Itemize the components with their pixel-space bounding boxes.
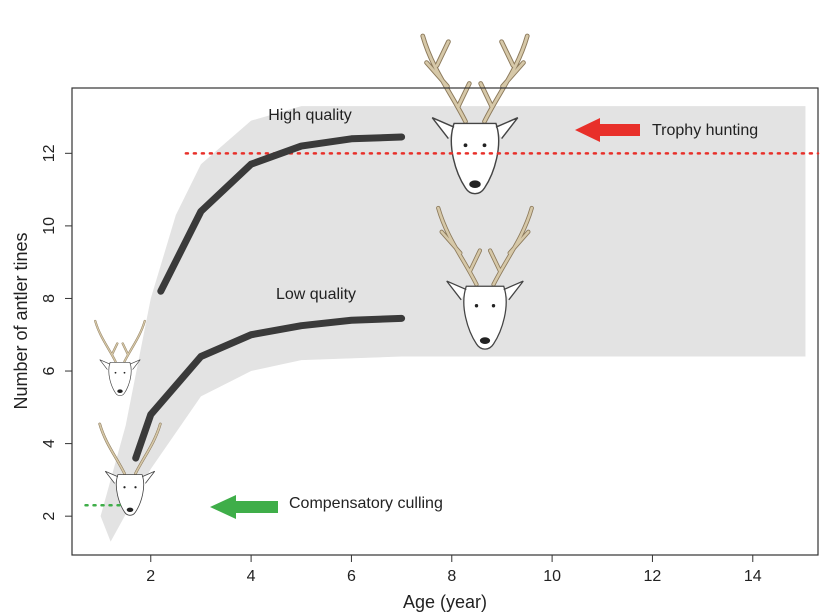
culling-arrow <box>210 495 278 519</box>
eye <box>483 143 487 147</box>
eye <box>134 486 136 488</box>
y-tick-label: 4 <box>41 439 58 448</box>
nose <box>480 337 490 344</box>
series-label: Low quality <box>276 286 356 303</box>
y-tick-label: 6 <box>41 366 58 375</box>
x-tick-label: 4 <box>247 568 256 585</box>
y-tick-label: 10 <box>41 217 58 235</box>
nose <box>117 389 122 393</box>
nose <box>127 508 134 512</box>
x-tick-label: 10 <box>543 568 561 585</box>
band-layer <box>101 106 806 541</box>
eye <box>115 372 117 374</box>
y-tick-label: 12 <box>41 144 58 162</box>
y-tick-label: 2 <box>41 512 58 521</box>
x-tick-label: 14 <box>744 568 762 585</box>
x-tick-label: 12 <box>644 568 662 585</box>
annotation: Compensatory culling <box>289 495 443 512</box>
antler <box>95 321 145 362</box>
eye <box>492 304 495 307</box>
nose <box>469 180 480 188</box>
y-axis-label: Number of antler tines <box>11 232 31 409</box>
x-tick-label: 8 <box>447 568 456 585</box>
y-tick-label: 8 <box>41 294 58 303</box>
range-band <box>101 106 806 541</box>
series-label: High quality <box>268 107 352 124</box>
chart: High quality Low quality Trophy hunting … <box>0 0 829 612</box>
x-tick-label: 6 <box>347 568 356 585</box>
x-tick-label: 2 <box>146 568 155 585</box>
eye <box>475 304 478 307</box>
eye <box>464 143 468 147</box>
x-axis-label: Age (year) <box>403 592 487 612</box>
annotation: Trophy hunting <box>652 122 758 139</box>
eye <box>123 486 125 488</box>
eye <box>124 372 126 374</box>
antler-core <box>95 321 145 362</box>
